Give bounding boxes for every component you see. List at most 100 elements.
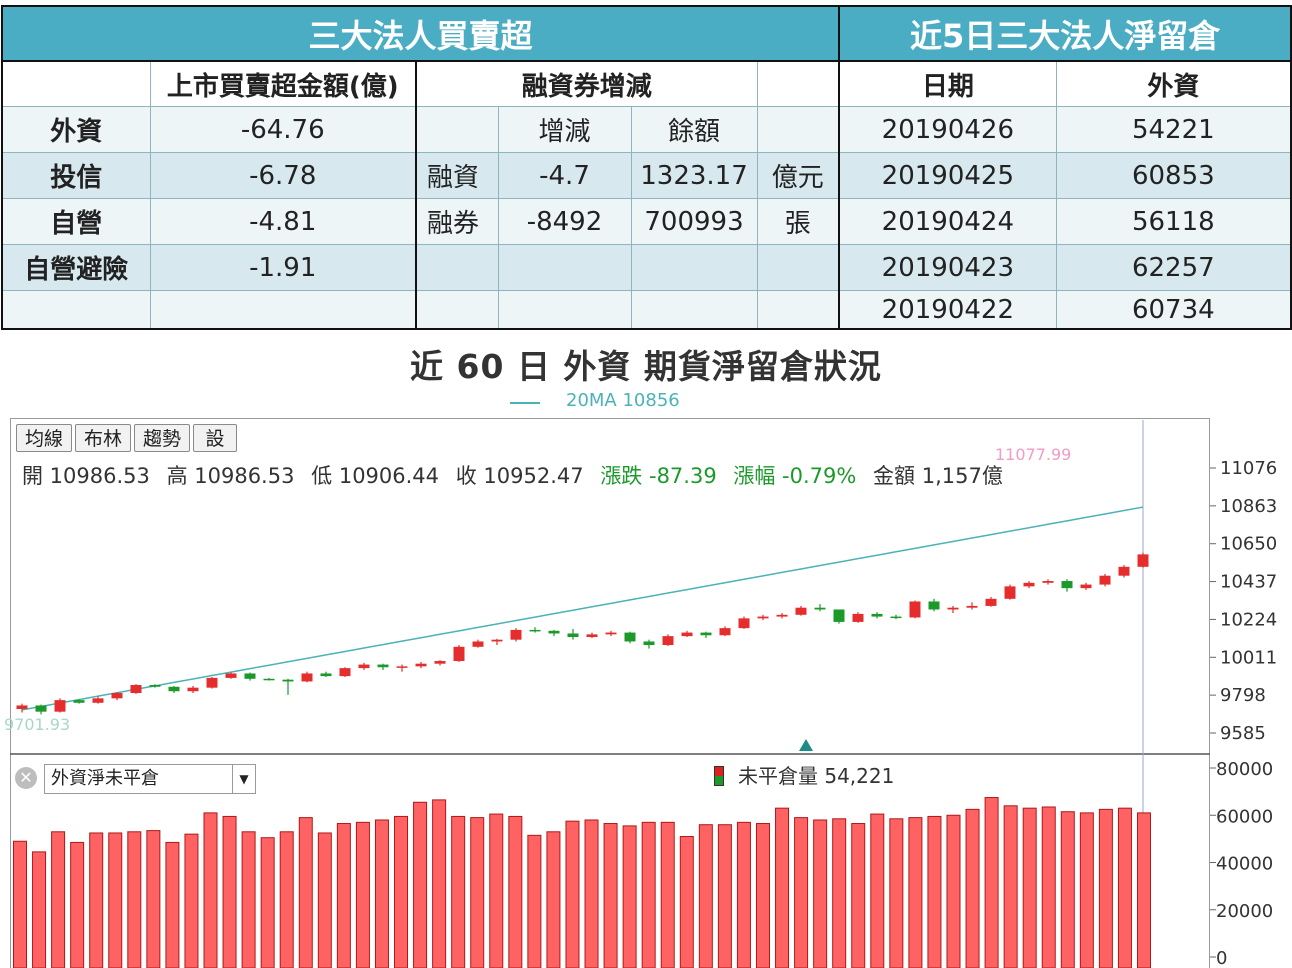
candle-body bbox=[168, 686, 180, 692]
candle-icon bbox=[714, 766, 724, 786]
oi-bar bbox=[146, 830, 161, 968]
oi-bar bbox=[660, 821, 675, 968]
candle-body bbox=[187, 687, 199, 692]
candle-body bbox=[719, 628, 731, 636]
candle-body bbox=[795, 607, 807, 615]
margin-unit: 億元 bbox=[756, 152, 841, 200]
oi-bar bbox=[546, 831, 561, 968]
candle-body bbox=[624, 632, 636, 642]
candle-body bbox=[871, 613, 883, 617]
oi-bar bbox=[13, 840, 27, 968]
oi-bar bbox=[755, 823, 770, 968]
candle-body bbox=[700, 632, 712, 636]
candle-body bbox=[1023, 582, 1035, 587]
oi-bar bbox=[832, 818, 847, 968]
institution-amount: -6.78 bbox=[149, 152, 417, 200]
oi-bar bbox=[717, 824, 732, 968]
margin-balance: 1323.17 bbox=[630, 152, 758, 200]
institution-amount: -64.76 bbox=[149, 105, 417, 154]
oi-bar bbox=[394, 815, 409, 968]
candle-body bbox=[320, 673, 332, 677]
oi-bar bbox=[603, 823, 618, 968]
margin-change: -4.7 bbox=[497, 152, 632, 200]
chevron-down-icon[interactable]: ▼ bbox=[232, 765, 255, 793]
candle-body bbox=[1137, 554, 1149, 567]
trend-button[interactable]: 趨勢 bbox=[134, 424, 190, 452]
settings-button[interactable]: 設 bbox=[193, 424, 237, 452]
candle-body bbox=[1118, 566, 1130, 576]
oi-bar bbox=[470, 817, 485, 968]
chart-title: 近 60 日 外資 期貨淨留倉狀況 bbox=[410, 347, 882, 386]
candle-body bbox=[377, 664, 389, 668]
candle-body bbox=[301, 673, 313, 682]
oi-bar bbox=[679, 836, 694, 968]
price-tick-label: 10863 bbox=[1220, 496, 1277, 517]
candle-body bbox=[472, 641, 484, 647]
oi-bar bbox=[1137, 812, 1151, 968]
indicator-select[interactable]: 外資淨未平倉 ▼ bbox=[44, 764, 256, 794]
bollinger-button[interactable]: 布林 bbox=[75, 424, 131, 452]
candle-body bbox=[529, 629, 541, 632]
oi-bar bbox=[622, 825, 637, 968]
margin-change: -8492 bbox=[497, 198, 632, 246]
ohlc-open: 開 10986.53 bbox=[22, 464, 150, 488]
oi-bar bbox=[984, 797, 999, 968]
ma-legend-label: 20MA 10856 bbox=[566, 390, 680, 411]
candle-body bbox=[833, 609, 845, 622]
oi-bar bbox=[1060, 811, 1075, 968]
oi-bar bbox=[1003, 805, 1018, 968]
oi-bar bbox=[1079, 812, 1094, 968]
close-icon[interactable]: ✕ bbox=[15, 767, 37, 789]
margin-name: 融券 bbox=[415, 198, 499, 246]
margin-unit: 張 bbox=[756, 198, 841, 246]
ma-button[interactable]: 均線 bbox=[16, 424, 72, 452]
candle-body bbox=[966, 605, 978, 608]
candle-body bbox=[130, 685, 142, 694]
institution-amount: -1.91 bbox=[149, 244, 417, 292]
position-value: 60853 bbox=[1055, 152, 1292, 200]
candle-body bbox=[586, 634, 598, 638]
candle-body bbox=[263, 678, 275, 681]
oi-bar bbox=[870, 813, 885, 968]
oi-bar bbox=[851, 823, 866, 968]
candle-body bbox=[92, 698, 104, 703]
ohlc-close: 收 10952.47 bbox=[455, 464, 584, 488]
oi-bar bbox=[51, 831, 66, 968]
candle-body bbox=[681, 632, 693, 637]
oi-bar bbox=[1098, 808, 1113, 968]
oi-tick-label: 60000 bbox=[1216, 806, 1273, 827]
oi-bar bbox=[698, 824, 713, 968]
ohlc-readout: 開 10986.53 高 10986.53 低 10906.44 收 10952… bbox=[22, 460, 1013, 490]
oi-bar bbox=[527, 834, 542, 968]
oi-bar bbox=[413, 801, 428, 968]
margin-empty bbox=[756, 244, 841, 292]
candle-body bbox=[225, 673, 237, 678]
candle-body bbox=[776, 614, 788, 617]
oi-bar bbox=[336, 823, 351, 968]
candle-body bbox=[890, 616, 902, 619]
oi-bar bbox=[736, 821, 751, 968]
oi-bar bbox=[946, 814, 961, 968]
candle-body bbox=[415, 663, 427, 667]
candle-body bbox=[605, 632, 617, 635]
price-tick-label: 10437 bbox=[1220, 572, 1277, 593]
candle-body bbox=[35, 705, 47, 712]
oi-bar bbox=[184, 833, 199, 968]
price-tick-label: 10224 bbox=[1220, 609, 1277, 630]
candle-body bbox=[149, 685, 161, 687]
candle-body bbox=[282, 679, 294, 682]
min-price-label: 9701.93 bbox=[4, 715, 70, 734]
oi-bar bbox=[355, 821, 370, 968]
oi-bar bbox=[908, 817, 923, 968]
candle-body bbox=[1099, 575, 1111, 585]
candle-body bbox=[662, 636, 674, 646]
candle-body bbox=[434, 661, 446, 664]
oi-bar bbox=[489, 813, 504, 968]
sub-date-header: 日期 bbox=[838, 60, 1057, 107]
ohlc-low: 低 10906.44 bbox=[311, 464, 440, 488]
candle-body bbox=[985, 598, 997, 606]
candle-body bbox=[814, 607, 826, 610]
oi-bar bbox=[317, 832, 332, 968]
price-tick-label: 11076 bbox=[1220, 458, 1277, 479]
